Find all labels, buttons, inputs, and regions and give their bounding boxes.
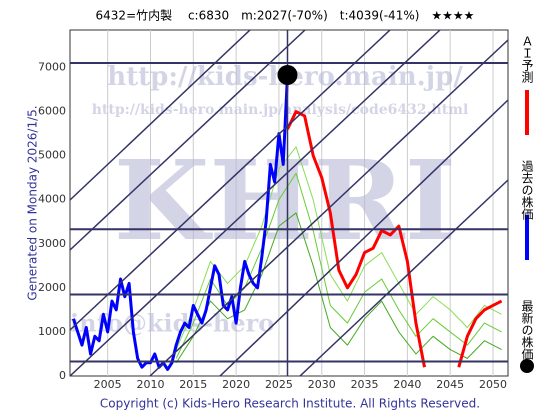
y-axis-title: Generated on Monday 2026/1/5. xyxy=(26,105,40,300)
x-tick-label: 2045 xyxy=(436,378,464,391)
x-tick-label: 2025 xyxy=(265,378,293,391)
x-tick-label: 2020 xyxy=(222,378,250,391)
x-tick-label: 2010 xyxy=(136,378,164,391)
y-tick-label: 7000 xyxy=(38,60,66,73)
plot-area xyxy=(69,29,509,377)
latest-point xyxy=(277,64,298,85)
legend-label: ＡＩ予測 xyxy=(520,35,534,84)
footer: Copyright (c) Kids-Hero Research Institu… xyxy=(100,397,480,411)
y-tick-label: 4000 xyxy=(38,193,66,206)
x-tick-label: 2030 xyxy=(308,378,336,391)
x-tick-label: 2005 xyxy=(94,378,122,391)
series-line xyxy=(175,146,502,350)
chart-title: 6432=竹内製 c:6830 m:2027(-70%) t:4039(-41%… xyxy=(96,9,475,23)
y-tick-label: 3000 xyxy=(38,237,66,250)
series-line xyxy=(286,110,503,368)
x-tick-label: 2035 xyxy=(351,378,379,391)
y-tick-label: 0 xyxy=(59,369,66,382)
trend-lines xyxy=(70,30,508,376)
y-tick-label: 2000 xyxy=(38,281,66,294)
legend-label: 最新の株価 xyxy=(520,300,534,360)
y-tick-label: 1000 xyxy=(38,325,66,338)
x-tick-label: 2050 xyxy=(479,378,507,391)
watermark: http://kids-hero.main.jp/analysis/code64… xyxy=(92,102,469,118)
legend-label: 過去の株価 xyxy=(520,160,534,220)
legend-swatch xyxy=(520,359,534,373)
x-tick-label: 2040 xyxy=(393,378,421,391)
y-tick-label: 5000 xyxy=(38,149,66,162)
series-line xyxy=(71,74,289,371)
y-tick-label: 6000 xyxy=(38,105,66,118)
x-tick-label: 2015 xyxy=(179,378,207,391)
series-line xyxy=(175,212,502,364)
